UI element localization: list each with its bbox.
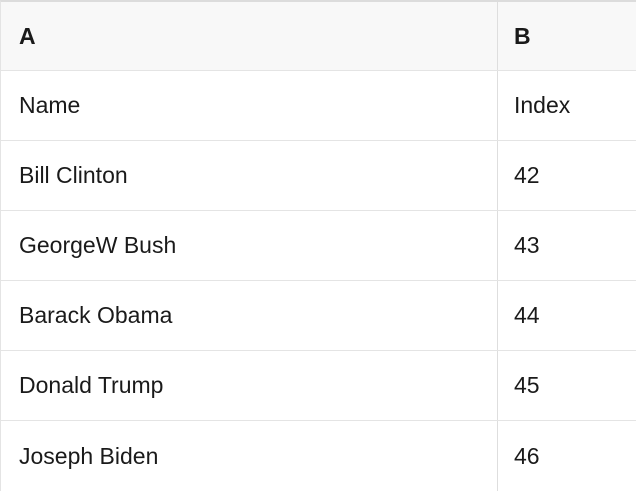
cell-index[interactable]: 43 [514,232,540,258]
cell-name[interactable]: Barack Obama [1,281,498,350]
cell-index[interactable]: 42 [514,162,540,188]
column-header-b[interactable]: B [514,22,531,49]
table-row: Bill Clinton 42 [1,141,636,211]
cell-name[interactable]: Donald Trump [1,351,498,420]
table-row: Donald Trump 45 [1,351,636,421]
column-header-a[interactable]: A [1,2,498,70]
cell-index[interactable]: 45 [514,372,540,398]
cell-index[interactable]: Index [514,92,571,118]
cell-name[interactable]: Joseph Biden [1,421,498,491]
cell-index[interactable]: 46 [514,442,540,469]
table-row: Barack Obama 44 [1,281,636,351]
cell-name[interactable]: Name [1,71,498,140]
cell-index[interactable]: 44 [514,302,540,328]
column-header-row: A B [1,2,636,71]
table-row: Joseph Biden 46 [1,421,636,491]
table-row: Name Index [1,71,636,141]
cell-name[interactable]: Bill Clinton [1,141,498,210]
cell-name[interactable]: GeorgeW Bush [1,211,498,280]
table-row: GeorgeW Bush 43 [1,211,636,281]
